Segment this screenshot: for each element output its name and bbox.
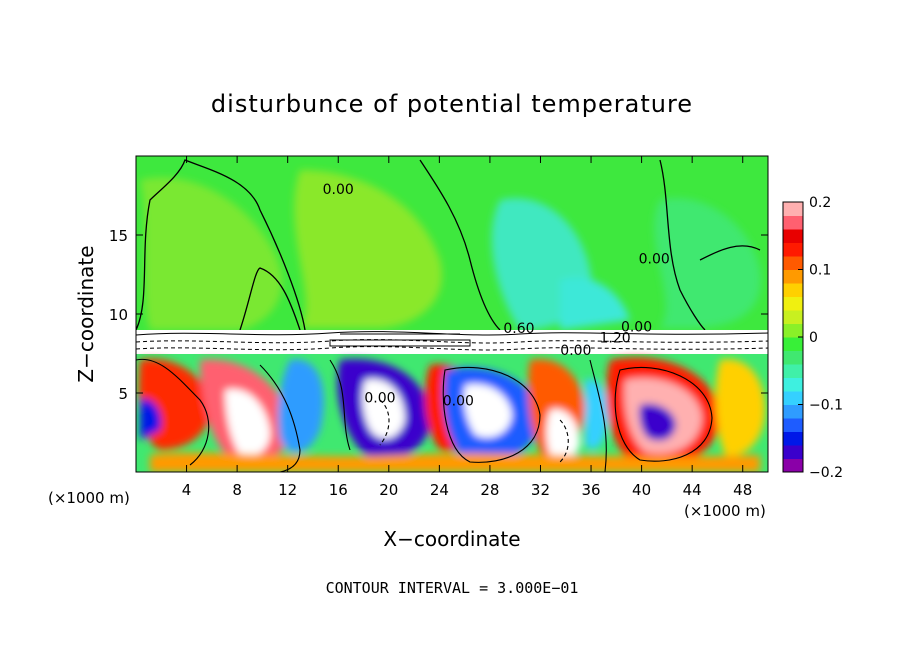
colorbar-swatch [783, 431, 803, 446]
x-tick-label: 4 [182, 481, 192, 499]
contour-label: 0.00 [323, 182, 354, 198]
x-axis: 4 8 12 16 20 24 28 32 36 40 44 48 [182, 156, 752, 499]
colorbar-swatch [783, 296, 803, 311]
contour-label: 0.00 [621, 319, 652, 335]
white-patch [362, 379, 405, 439]
x-tick-label: 36 [581, 481, 600, 499]
x-tick-label: 32 [531, 481, 550, 499]
vortex-core [639, 403, 676, 441]
colorbar-tick-label: 0.2 [809, 195, 831, 211]
x-tick-label: 12 [278, 481, 297, 499]
lower-contours [136, 358, 713, 472]
x-tick-label: 40 [632, 481, 651, 499]
contour-label: 0.00 [443, 394, 474, 410]
x-unit-label: (×1000 m) [48, 489, 130, 507]
contour-interval-note: CONTOUR INTERVAL = 3.000E−01 [326, 579, 579, 597]
colorbar-swatch [783, 404, 803, 419]
contour-label: 1.20 [599, 330, 630, 346]
colorbar-tick-label: −0.1 [809, 398, 843, 414]
cold-patch [278, 359, 324, 453]
colorbar-swatch [783, 445, 803, 459]
cold-patch [585, 379, 609, 449]
colorbar-swatch [783, 364, 803, 378]
colorbar-swatch [783, 215, 803, 230]
colorbar-swatch [783, 418, 803, 432]
colorbar-swatch [783, 337, 803, 351]
colorbar-swatch [783, 283, 803, 297]
cyan-patch [560, 277, 630, 330]
y-tick-label: 5 [118, 385, 128, 403]
band-contours [136, 331, 768, 351]
colorbar-tick-label: −0.2 [809, 465, 843, 481]
colorbar-swatch [783, 256, 803, 270]
x-tick-label: 44 [683, 481, 702, 499]
white-patch [546, 409, 580, 461]
cold-patch [140, 399, 161, 440]
contour-label: 0.60 [503, 321, 534, 337]
y-axis: 5 10 15 [109, 227, 768, 403]
colorbar-swatch [783, 229, 803, 243]
y-tick-label: 15 [109, 227, 128, 245]
colorbar: 0.2 0.1 0 −0.1 −0.2 [782, 195, 843, 481]
white-patch [225, 389, 271, 457]
contour-label: 0.00 [364, 390, 395, 406]
colorbar-tick-label: 0.1 [809, 263, 831, 279]
white-core [463, 384, 512, 438]
upper-variations [140, 170, 761, 330]
x-tick-label: 16 [329, 481, 348, 499]
colorbar-swatch [783, 323, 803, 338]
colorbar-swatch [783, 391, 803, 405]
colorbar-swatch [783, 242, 803, 257]
x-axis-label: X−coordinate [383, 527, 520, 551]
lower-variations [138, 357, 765, 472]
y-axis-label: Z−coordinate [74, 245, 98, 382]
x-tick-label: 20 [379, 481, 398, 499]
colorbar-swatch [783, 458, 803, 473]
plot-area: 0.000.000.60 0.001.200.000.00 0.00 [136, 156, 768, 472]
contour-label: 0.00 [639, 251, 670, 267]
y-tick-label: 10 [109, 306, 128, 324]
yellow-green-patch [294, 170, 442, 328]
x-tick-label: 28 [480, 481, 499, 499]
warm-patch [150, 452, 760, 472]
upper-contours [136, 159, 761, 331]
colorbar-swatch [783, 269, 803, 284]
x-tick-label: 24 [430, 481, 449, 499]
colorbar-swatch [783, 350, 803, 365]
contour-labels: 0.000.000.60 0.001.200.000.00 0.00 [323, 182, 670, 410]
colorbar-swatch [783, 202, 803, 216]
cold-patch [715, 359, 765, 456]
green-patch [654, 198, 761, 328]
x-tick-label: 8 [232, 481, 242, 499]
contour-label: 0.00 [560, 343, 591, 359]
chart-title: disturbunce of potential temperature [211, 90, 693, 118]
yellow-green-patch [140, 177, 282, 330]
colorbar-tick-label: 0 [809, 330, 818, 346]
z-unit-label: (×1000 m) [684, 502, 766, 520]
colorbar-swatch [783, 310, 803, 324]
x-tick-label: 48 [733, 481, 752, 499]
colorbar-swatch [783, 377, 803, 392]
